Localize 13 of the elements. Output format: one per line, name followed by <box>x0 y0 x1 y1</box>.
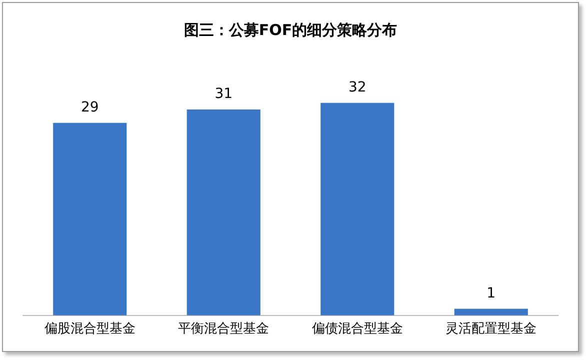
x-tick-label: 灵活配置型基金 <box>446 322 537 337</box>
data-label: 1 <box>486 285 496 302</box>
x-tick-label: 平衡混合型基金 <box>178 322 270 337</box>
bar <box>53 122 127 316</box>
data-label: 32 <box>348 80 366 96</box>
data-label: 29 <box>80 99 99 116</box>
bar <box>186 110 260 316</box>
bar <box>320 102 394 316</box>
data-label: 31 <box>214 86 233 102</box>
chart-title: 图三：公募FOF的细分策略分布 <box>182 21 398 40</box>
bar <box>454 308 528 316</box>
x-tick-label: 偏债混合型基金 <box>312 322 403 337</box>
x-tick-label: 偏股混合型基金 <box>44 322 136 337</box>
